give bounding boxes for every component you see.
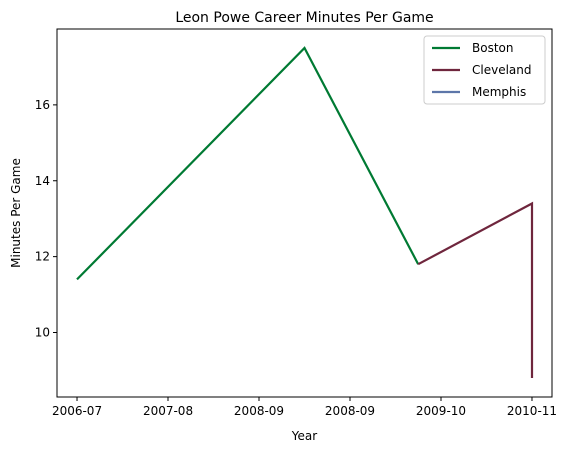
cleveland-legend-label: Cleveland <box>472 63 532 77</box>
series-lines <box>76 46 534 378</box>
boston-legend-label: Boston <box>472 41 513 55</box>
legend-frame <box>423 35 546 105</box>
x-tick-label: 2006-07 <box>52 404 102 418</box>
x-tick-label: 2008-09 <box>234 404 284 418</box>
boston-series-line <box>76 46 420 281</box>
cleveland-series-line <box>417 201 534 378</box>
x-tick-label: 2007-08 <box>143 404 193 418</box>
memphis-legend-label: Memphis <box>472 85 526 99</box>
legend: Boston Cleveland Memphis <box>423 35 546 105</box>
x-tick-label: 2010-11 <box>507 404 557 418</box>
chart-title: Leon Powe Career Minutes Per Game <box>175 10 433 26</box>
y-tick-label: 12 <box>35 250 50 264</box>
y-tick-label: 10 <box>35 326 50 340</box>
y-tick-label: 14 <box>35 174 50 188</box>
x-axis-ticks: 2006-07 2007-08 2008-09 2008-09 2009-10 2010-… <box>52 397 557 418</box>
x-tick-label: 2009-10 <box>416 404 466 418</box>
x-tick-label: 2008-09 <box>325 404 375 418</box>
x-axis-label: Year <box>291 429 317 443</box>
y-axis-label: Minutes Per Game <box>9 158 23 268</box>
y-tick-label: 16 <box>35 98 50 112</box>
y-axis-ticks: 10 12 14 16 <box>35 98 57 340</box>
